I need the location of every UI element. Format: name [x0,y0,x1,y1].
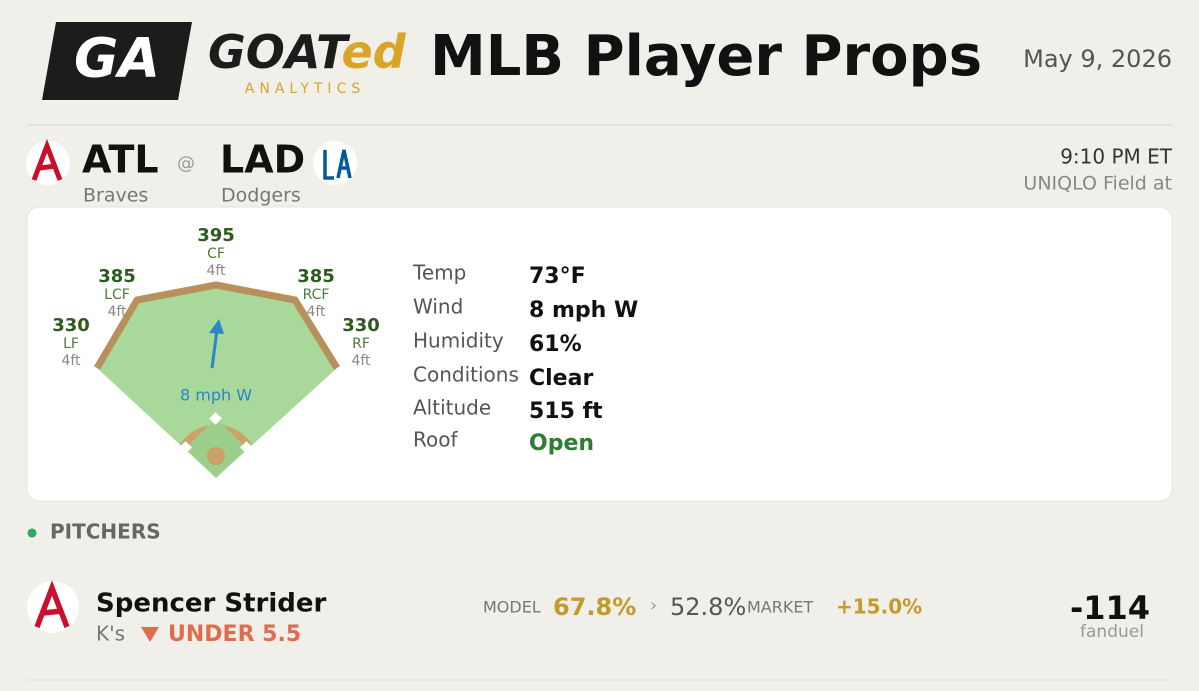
info-card [26,206,1173,502]
second-base [209,412,222,425]
edge: +15.0% [836,595,922,619]
game-time: 9:10 PM ET [1060,145,1173,169]
fence-distance: 385 [297,266,335,287]
home-name: Dodgers [221,185,301,207]
sportsbook: fanduel [1080,622,1144,642]
model-prob: 67.8% [553,593,636,621]
outfield [97,285,337,478]
away-name: Braves [83,185,148,207]
market-prob: 52.8% [670,593,746,621]
weather-label: Temp [412,261,466,285]
weather-value: Clear [529,366,593,391]
fence-height: 4ft [351,353,371,369]
weather-value: 61% [529,332,582,357]
weather-value: 515 ft [529,399,603,424]
weather-label: Humidity [413,329,504,353]
wind-arrow [210,329,219,369]
home-logo [313,141,357,185]
section-dot [27,528,37,538]
fence-height: 4ft [107,304,127,320]
home-logo-glyph [323,149,352,180]
stat-type: K's [96,622,125,646]
weather-label: Altitude [413,396,491,420]
outfield-wall [93,281,340,370]
fence-position: CF [207,246,225,262]
player-team-glyph [34,580,70,628]
date: May 9, 2026 [1023,45,1172,73]
fence-height: 4ft [206,263,226,279]
weather-list: Temp 73°F Wind 8 mph W Humidity 61% Conditions… [412,261,638,457]
weather-value: 73°F [529,264,586,289]
fence-position: LF [63,336,79,352]
away-logo-glyph [31,138,63,181]
brand-name: GOATed [208,25,407,79]
home-abbr: LAD [220,138,305,182]
fence-height: 4ft [306,304,326,320]
fence-position: RF [352,336,370,352]
brand-main: GOAT [208,25,351,79]
weather-label: Conditions [413,363,519,387]
player-name: Spencer Strider [96,589,327,619]
venue: UNIQLO Field at [1023,173,1172,195]
third-base [179,441,192,454]
market-label: MARKET [747,598,813,617]
model-label: MODEL [483,598,541,617]
away-abbr: ATL [82,138,159,182]
logo-badge [42,22,192,100]
fence-height: 4ft [61,353,81,369]
fence-distance: 385 [98,266,136,287]
brand-sub: ANALYTICS [245,81,365,97]
at-sign: @ [177,153,195,174]
brand-accent: ed [342,25,407,79]
weather-label: Wind [413,295,463,319]
wind-arrowhead [209,319,224,334]
fence-position: LCF [104,287,130,303]
arrow: › [650,595,657,616]
fence-distance: 330 [52,315,90,336]
pick: UNDER 5.5 [168,622,301,647]
first-base [240,441,253,454]
mound [207,447,225,465]
fence-position: RCF [303,287,330,303]
under-icon [141,627,159,642]
weather-label: Roof [413,428,458,452]
weather-value: 8 mph W [529,298,638,323]
wind-label: 8 mph W [180,386,252,405]
weather-value: Open [529,431,594,456]
odds: -114 [1070,589,1150,627]
fence-distance: 395 [197,225,235,246]
page-title: MLB Player Props [430,24,982,89]
logo-mark: GA [74,27,160,90]
section-title: PITCHERS [50,520,161,544]
fence-distance: 330 [342,315,380,336]
